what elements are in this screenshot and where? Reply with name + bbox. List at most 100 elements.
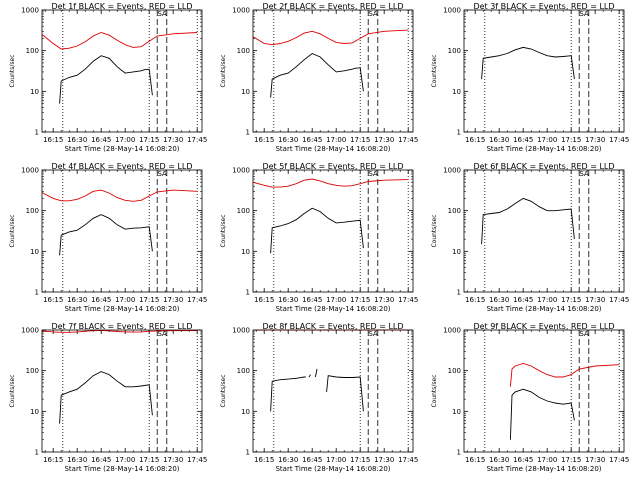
saa-marker-label: SA [157,170,167,178]
events-series-line [308,374,311,378]
x-tick-label: 16:45 [513,136,533,144]
y-tick-label: 1000 [21,327,39,335]
panel-title: Det 7f BLACK = Events, RED = LLD [51,322,192,331]
y-tick-label: 100 [448,207,461,215]
saa-marker-label: SA [579,330,589,338]
x-tick-label: 17:30 [585,296,605,304]
events-series-line [270,52,364,98]
y-tick-label: 1 [246,129,250,137]
panel-5: Det 5f BLACK = Events, RED = LLD Counts/s… [220,162,418,313]
y-tick-label: 1 [457,449,461,457]
x-tick-label: 16:15 [43,136,63,144]
x-tick-label: 17:30 [585,456,605,464]
x-tick-label: 16:30 [489,136,509,144]
x-axis-label: Start Time (28-May-14 16:08:20) [275,145,390,153]
x-tick-label: 17:30 [374,136,394,144]
x-tick-label: 16:15 [254,296,274,304]
plot-frame [463,329,625,453]
x-tick-label: 16:45 [91,136,111,144]
y-axis-label: Counts/sec [431,374,438,407]
x-tick-label: 16:30 [489,456,509,464]
x-tick-label: 16:45 [302,136,322,144]
x-tick-label: 17:15 [139,456,159,464]
x-tick-label: 17:15 [139,136,159,144]
lld-series-line [509,363,620,387]
x-tick-label: 17:30 [163,136,183,144]
x-tick-label: 17:15 [350,296,370,304]
x-tick-label: 17:00 [115,456,135,464]
x-tick-label: 17:45 [398,136,418,144]
x-tick-label: 17:00 [115,136,135,144]
x-axis-label: Start Time (28-May-14 16:08:20) [64,145,179,153]
y-tick-label: 1000 [443,167,461,175]
panel-title: Det 5f BLACK = Events, RED = LLD [262,162,403,171]
x-axis-label: Start Time (28-May-14 16:08:20) [486,465,601,473]
y-tick-label: 10 [241,248,250,256]
plot-frame [463,169,625,293]
saa-marker-label: SA [368,10,378,18]
y-tick-label: 100 [448,47,461,55]
x-tick-label: 17:15 [561,136,581,144]
plot-frame [41,329,203,453]
y-tick-label: 1000 [21,167,39,175]
lld-series-line [41,329,198,333]
plot-frame [252,169,414,293]
x-tick-label: 16:30 [489,296,509,304]
y-tick-label: 1 [35,449,39,457]
x-tick-label: 17:45 [609,456,629,464]
y-tick-label: 10 [452,408,461,416]
y-tick-label: 100 [237,207,250,215]
events-series-line [270,207,364,254]
events-series-line [59,55,153,104]
panel-title: Det 6f BLACK = Events, RED = LLD [473,162,614,171]
y-axis-label: Counts/sec [220,214,227,247]
y-tick-label: 1000 [21,7,39,15]
saa-marker-label: SA [579,10,589,18]
x-tick-label: 17:30 [585,136,605,144]
panel-title: Det 1f BLACK = Events, RED = LLD [51,2,192,11]
y-tick-label: 10 [241,88,250,96]
plot-frame [41,169,203,293]
x-axis-label: Start Time (28-May-14 16:08:20) [486,305,601,313]
x-axis-label: Start Time (28-May-14 16:08:20) [275,305,390,313]
panel-title: Det 9f BLACK = Events, RED = LLD [473,322,614,331]
events-series-line [481,46,575,80]
y-tick-label: 10 [30,88,39,96]
x-tick-label: 17:00 [326,136,346,144]
events-series-line [270,376,306,412]
x-tick-label: 16:30 [278,456,298,464]
x-tick-label: 16:15 [465,456,485,464]
lld-series-line [252,29,409,46]
y-tick-label: 100 [26,367,39,375]
saa-marker-label: SA [157,330,167,338]
saa-marker-label: SA [157,10,167,18]
x-axis-label: Start Time (28-May-14 16:08:20) [64,305,179,313]
x-tick-label: 17:15 [350,456,370,464]
x-tick-label: 17:45 [398,296,418,304]
x-tick-label: 17:00 [537,136,557,144]
y-axis-label: Counts/sec [9,374,16,407]
x-tick-label: 17:15 [139,296,159,304]
plot-frame [41,9,203,133]
y-axis-label: Counts/sec [220,374,227,407]
y-tick-label: 100 [237,367,250,375]
saa-marker-label: SA [368,170,378,178]
x-axis-label: Start Time (28-May-14 16:08:20) [486,145,601,153]
x-tick-label: 16:45 [513,456,533,464]
x-tick-label: 16:30 [67,456,87,464]
panel-8: Det 8f BLACK = Events, RED = LLD Counts/s… [220,322,418,473]
x-tick-label: 16:45 [513,296,533,304]
y-tick-label: 1000 [443,327,461,335]
saa-marker-label: SA [368,330,378,338]
plot-frame [252,329,414,453]
x-tick-label: 16:15 [254,456,274,464]
panel-4: Det 4f BLACK = Events, RED = LLD Counts/s… [9,162,207,313]
panel-title: Det 3f BLACK = Events, RED = LLD [473,2,614,11]
y-tick-label: 10 [30,408,39,416]
x-tick-label: 17:00 [115,296,135,304]
x-tick-label: 16:15 [254,136,274,144]
events-series-line [59,371,153,424]
x-tick-label: 17:45 [398,456,418,464]
x-tick-label: 17:30 [374,296,394,304]
x-tick-label: 17:45 [609,136,629,144]
